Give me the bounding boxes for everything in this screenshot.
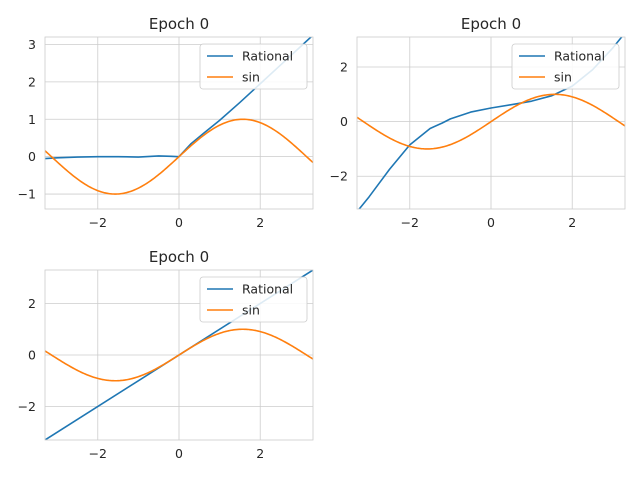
subplot-3-x-tick-label: −2	[89, 446, 107, 461]
subplot-1-x-tick-label: −2	[89, 215, 107, 230]
subplot-1-series-line-sin	[45, 118, 313, 195]
subplot-3-title: Epoch 0	[149, 248, 209, 266]
subplot-2-axes-frame	[356, 36, 626, 210]
subplot-1-y-tick-label: 1	[28, 112, 36, 127]
subplot-1-legend-label: sin	[242, 70, 260, 85]
subplot-1-y-tick-label: −1	[18, 187, 36, 202]
subplot-1-title: Epoch 0	[149, 15, 209, 33]
subplot-3: −2 0 2 −2 0 2 Epoch 0 Rational sin	[18, 248, 314, 461]
subplot-3-legend: Rational sin	[199, 276, 308, 323]
subplot-3-series-line-sin	[45, 328, 313, 382]
subplot-2-legend-label: sin	[554, 70, 572, 85]
subplot-3-axes-frame	[44, 269, 314, 441]
subplot-2-series-line-sin	[357, 93, 625, 150]
subplot-1-legend-label: Rational	[242, 49, 293, 64]
subplot-2-y-tick-label: −2	[330, 169, 348, 184]
subplot-1-y-tick-label: 2	[28, 74, 36, 89]
subplot-2-x-tick-label: 2	[568, 215, 576, 230]
subplot-1-legend: Rational sin	[199, 43, 308, 90]
subplot-2-x-tick-label: −2	[401, 215, 419, 230]
subplot-2-legend-label: Rational	[554, 49, 605, 64]
subplot-1-x-tick-label: 2	[256, 215, 264, 230]
subplot-2-title: Epoch 0	[461, 15, 521, 33]
subplot-3-legend-label: sin	[242, 303, 260, 318]
subplot-3-legend-label: Rational	[242, 282, 293, 297]
subplot-2-x-tick-label: 0	[487, 215, 495, 230]
subplot-2: −2 0 2 −2 0 2 Epoch 0 Rational sin	[330, 15, 626, 230]
subplot-1-y-tick-label: 3	[28, 37, 36, 52]
subplot-2-y-tick-label: 2	[340, 60, 348, 75]
subplot-2-y-tick-label: 0	[340, 114, 348, 129]
subplot-1: −2 0 2 −1 0 1 2 3 Epoch 0 Rational sin	[18, 15, 314, 230]
subplot-3-y-tick-label: −2	[18, 399, 36, 414]
subplot-3-x-tick-label: 0	[175, 446, 183, 461]
subplot-1-x-tick-label: 0	[175, 215, 183, 230]
subplot-3-y-tick-label: 2	[28, 296, 36, 311]
subplot-1-y-tick-label: 0	[28, 149, 36, 164]
subplot-3-y-tick-label: 0	[28, 348, 36, 363]
subplot-3-x-tick-label: 2	[256, 446, 264, 461]
subplot-1-axes-frame	[44, 36, 314, 210]
subplot-2-legend: Rational sin	[511, 43, 620, 90]
